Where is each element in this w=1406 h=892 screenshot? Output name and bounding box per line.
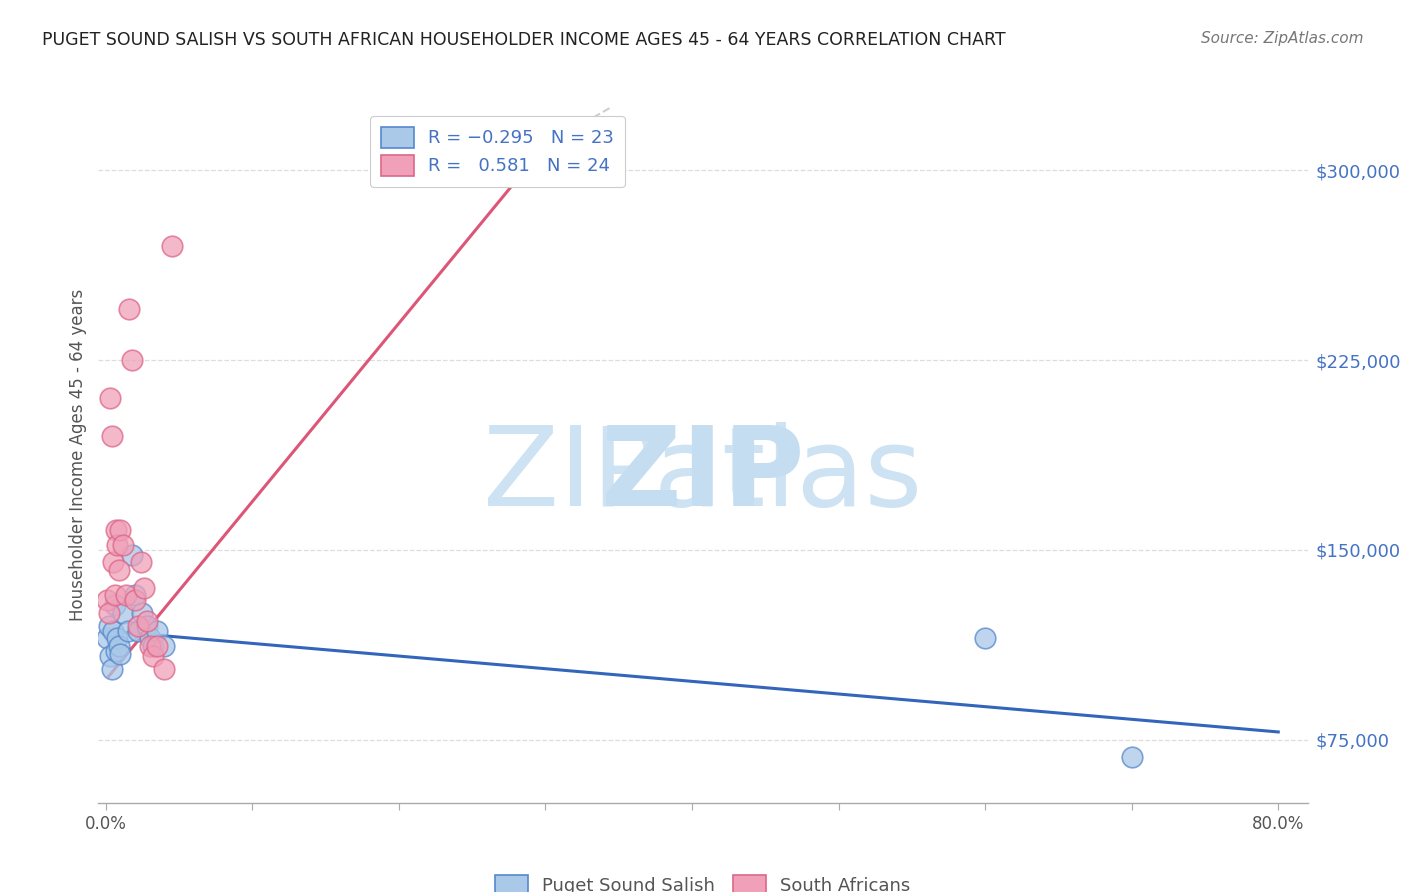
Point bbox=[138, 639, 160, 653]
Point bbox=[110, 523, 132, 537]
Point bbox=[146, 624, 169, 638]
Point bbox=[153, 662, 176, 676]
Point bbox=[142, 639, 165, 653]
Point bbox=[105, 644, 128, 658]
Point bbox=[105, 523, 128, 537]
Point bbox=[108, 639, 131, 653]
Point bbox=[107, 632, 129, 646]
Point bbox=[103, 599, 125, 613]
Point bbox=[103, 588, 125, 602]
Point bbox=[129, 556, 152, 570]
Point bbox=[107, 538, 129, 552]
Point bbox=[974, 632, 997, 646]
Point bbox=[96, 593, 118, 607]
Point bbox=[98, 391, 121, 405]
Point bbox=[100, 662, 122, 676]
Text: ZIPatlas: ZIPatlas bbox=[484, 422, 922, 529]
Point bbox=[127, 624, 149, 638]
Point bbox=[100, 429, 122, 443]
Point bbox=[112, 606, 135, 620]
Point bbox=[138, 632, 160, 646]
Point bbox=[135, 618, 157, 632]
Point bbox=[146, 639, 169, 653]
Point bbox=[121, 548, 143, 562]
Point bbox=[101, 624, 124, 638]
Point bbox=[108, 563, 131, 577]
Point bbox=[1121, 750, 1143, 764]
Point bbox=[160, 239, 183, 253]
Point bbox=[115, 588, 138, 602]
Point bbox=[118, 302, 141, 317]
Point bbox=[142, 648, 165, 663]
Legend: Puget Sound Salish, South Africans: Puget Sound Salish, South Africans bbox=[488, 868, 918, 892]
Point bbox=[124, 588, 146, 602]
Point bbox=[98, 648, 121, 663]
Text: ZIP: ZIP bbox=[602, 422, 804, 529]
Point bbox=[153, 639, 176, 653]
Text: Source: ZipAtlas.com: Source: ZipAtlas.com bbox=[1201, 31, 1364, 46]
Y-axis label: Householder Income Ages 45 - 64 years: Householder Income Ages 45 - 64 years bbox=[69, 289, 87, 621]
Point bbox=[110, 647, 132, 661]
Point bbox=[135, 614, 157, 628]
Point bbox=[132, 581, 155, 595]
Point bbox=[121, 353, 143, 368]
Point bbox=[131, 606, 153, 620]
Point bbox=[97, 618, 120, 632]
Point bbox=[96, 632, 118, 646]
Point bbox=[117, 624, 139, 638]
Point bbox=[127, 618, 149, 632]
Point bbox=[124, 593, 146, 607]
Point bbox=[101, 556, 124, 570]
Point bbox=[97, 606, 120, 620]
Text: PUGET SOUND SALISH VS SOUTH AFRICAN HOUSEHOLDER INCOME AGES 45 - 64 YEARS CORREL: PUGET SOUND SALISH VS SOUTH AFRICAN HOUS… bbox=[42, 31, 1005, 49]
Point bbox=[112, 538, 135, 552]
